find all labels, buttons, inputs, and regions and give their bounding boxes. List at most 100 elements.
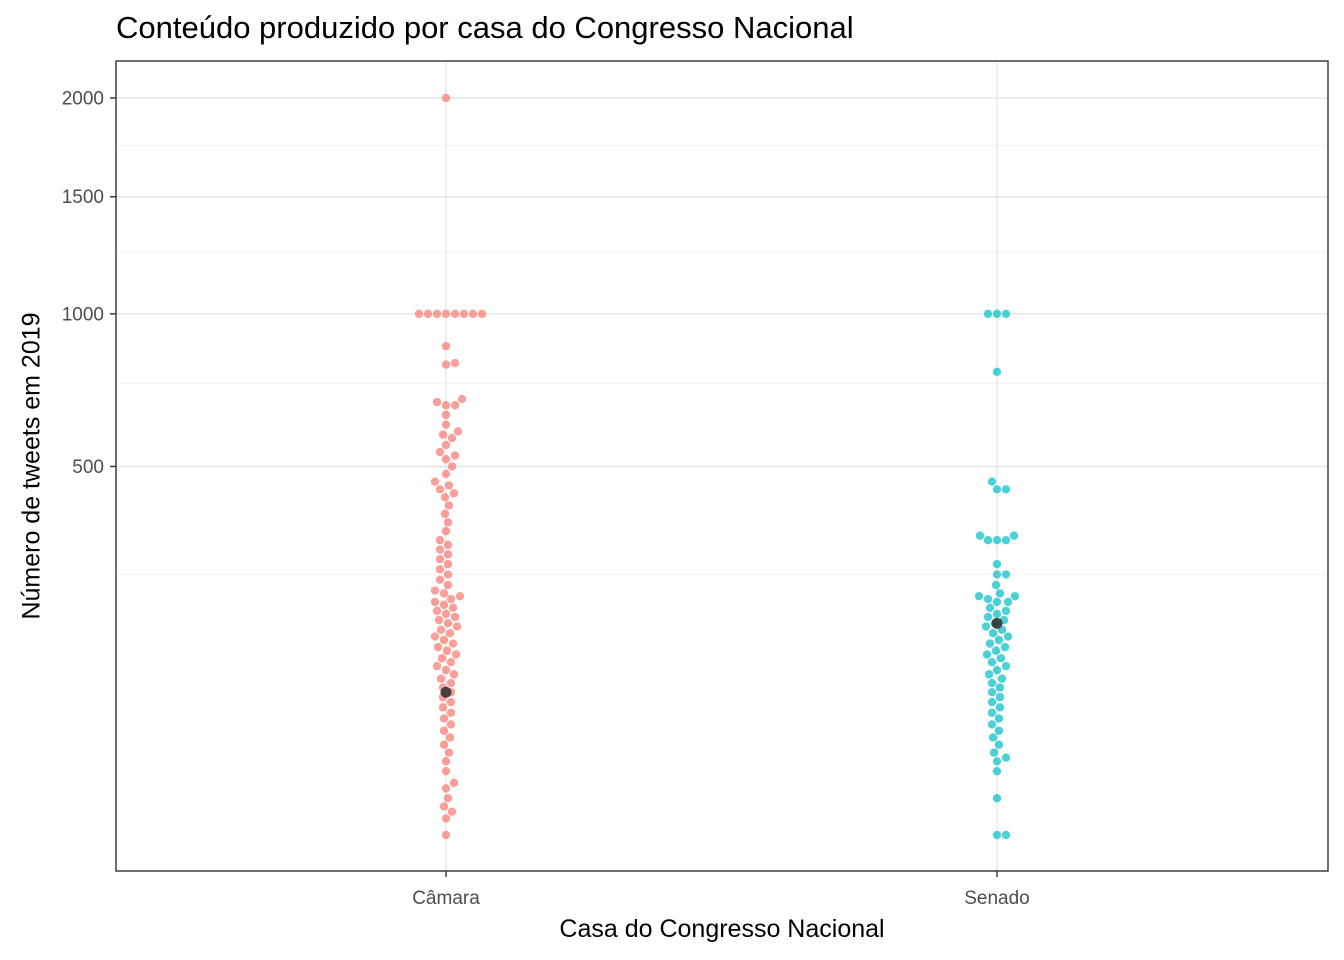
data-point — [988, 628, 998, 638]
data-point — [441, 609, 451, 619]
data-point — [441, 455, 451, 464]
data-point — [432, 606, 442, 616]
data-point — [436, 674, 446, 683]
data-point — [987, 657, 997, 667]
data-point — [449, 778, 459, 788]
data-point — [1001, 570, 1011, 579]
data-point — [992, 666, 1002, 675]
data-point — [442, 646, 452, 655]
data-point — [975, 531, 985, 540]
data-point — [437, 654, 447, 663]
data-point — [441, 410, 451, 420]
data-point — [430, 477, 440, 486]
data-point — [441, 757, 451, 766]
data-point — [453, 427, 463, 436]
median-point — [440, 686, 452, 698]
data-point — [441, 360, 451, 369]
data-point — [450, 612, 460, 622]
data-point — [447, 807, 457, 816]
data-point — [446, 720, 456, 729]
data-point — [996, 654, 1006, 663]
data-point — [985, 603, 995, 613]
data-point — [446, 594, 456, 604]
data-point — [1003, 597, 1013, 607]
x-tick-label: Câmara — [412, 888, 480, 909]
data-point — [987, 678, 997, 688]
data-point — [436, 625, 446, 635]
data-point — [430, 632, 440, 641]
data-point — [1001, 830, 1011, 840]
data-point — [449, 670, 459, 679]
data-point — [447, 462, 457, 471]
data-point — [441, 469, 451, 479]
data-point — [439, 600, 449, 610]
data-point — [974, 591, 984, 601]
grid-lines — [116, 61, 1328, 871]
data-point — [443, 580, 453, 590]
data-point — [987, 708, 997, 717]
data-point — [446, 678, 456, 688]
data-point — [439, 714, 449, 723]
data-point — [441, 401, 451, 410]
data-point — [981, 622, 991, 631]
data-point — [432, 397, 442, 407]
data-point — [450, 401, 460, 410]
data-point — [994, 726, 1004, 735]
data-point — [444, 501, 454, 510]
data-point — [430, 597, 440, 607]
data-point — [1003, 632, 1013, 641]
data-point — [446, 697, 456, 707]
data-point — [455, 591, 465, 601]
data-point — [992, 536, 1002, 545]
data-point — [459, 309, 469, 319]
data-point — [992, 309, 1002, 319]
data-point — [434, 615, 444, 625]
data-point — [984, 670, 994, 679]
data-point — [443, 619, 453, 628]
data-point — [985, 639, 995, 648]
data-point — [994, 740, 1004, 749]
data-point — [983, 594, 993, 604]
data-point — [441, 341, 451, 351]
data-point — [457, 394, 467, 404]
data-point — [449, 489, 459, 498]
data-point — [441, 814, 451, 823]
data-point — [992, 570, 1002, 579]
data-point — [441, 93, 451, 103]
data-points — [414, 93, 1020, 840]
data-point — [441, 830, 451, 840]
data-point — [995, 692, 1005, 702]
data-point — [992, 766, 1002, 776]
data-point — [1010, 591, 1020, 601]
data-point — [987, 688, 997, 697]
data-point — [441, 766, 451, 776]
y-tick-label: 1500 — [62, 187, 104, 208]
data-point — [1001, 536, 1011, 545]
data-point — [435, 536, 445, 545]
y-tick-label: 2000 — [62, 89, 104, 110]
data-point — [452, 622, 462, 631]
data-point — [987, 697, 997, 707]
data-point — [443, 793, 453, 803]
data-point — [423, 309, 433, 319]
data-point — [444, 748, 454, 757]
data-point — [992, 609, 1002, 619]
data-point — [446, 657, 456, 667]
x-tick-label: Senado — [964, 888, 1030, 909]
data-point — [438, 703, 448, 712]
data-point — [1000, 642, 1010, 652]
data-point — [441, 784, 451, 793]
data-point — [439, 802, 449, 811]
data-point — [450, 451, 460, 460]
x-axis: Câmara Senado — [412, 871, 1030, 909]
data-point — [991, 580, 1001, 590]
data-point — [440, 509, 450, 518]
data-point — [438, 430, 448, 439]
data-point — [987, 720, 997, 729]
median-points — [440, 617, 1003, 698]
data-point — [441, 309, 451, 319]
data-point — [1001, 661, 1011, 671]
data-point — [447, 433, 457, 443]
data-point — [997, 674, 1007, 683]
